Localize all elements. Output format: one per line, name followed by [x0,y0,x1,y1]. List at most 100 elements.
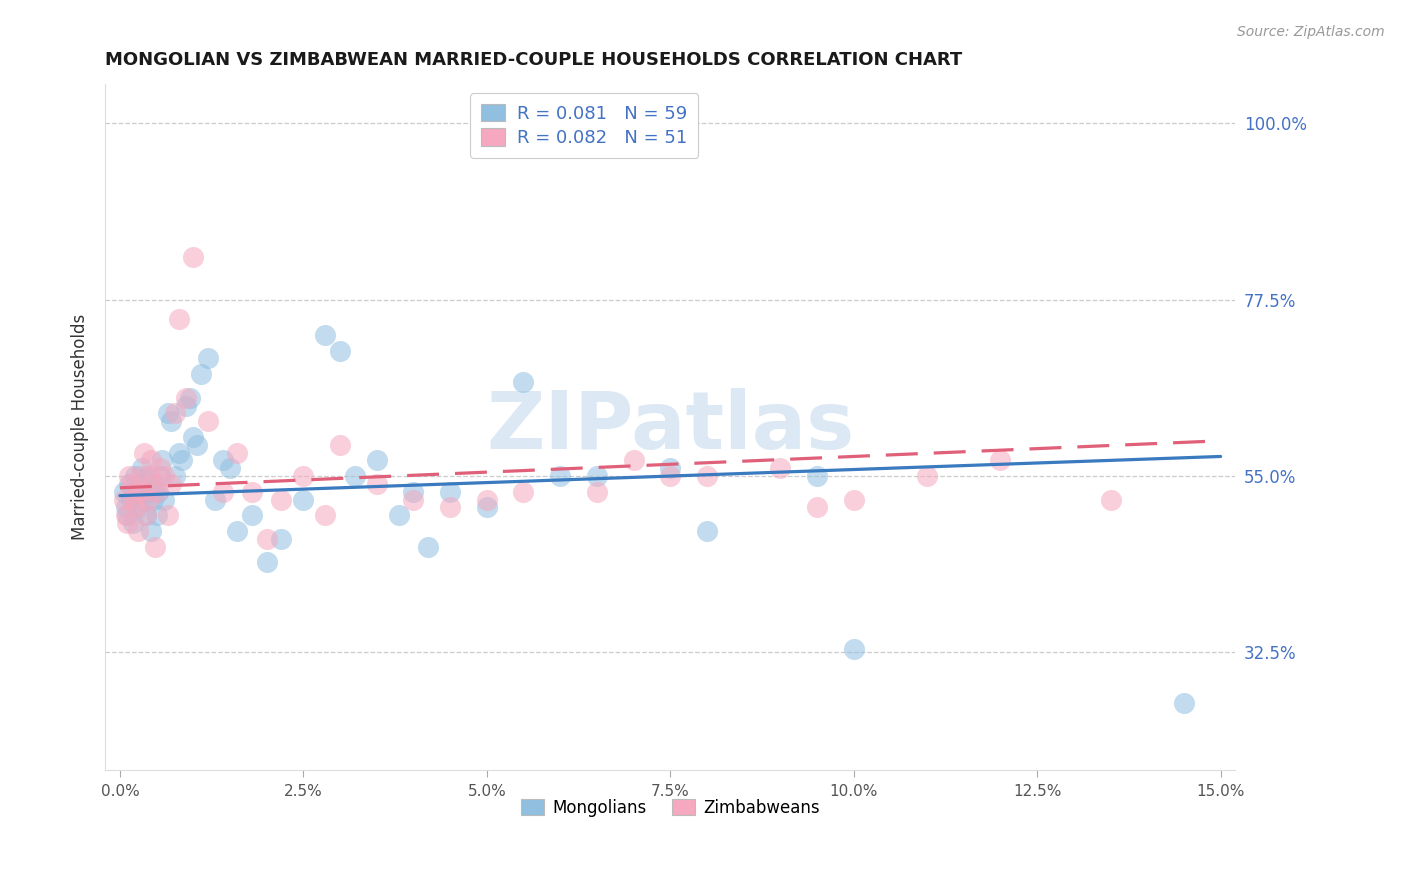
Point [659,469,682,483]
Point [842,641,865,656]
Point [112,492,135,507]
Point [181,430,204,444]
Point [292,492,315,507]
Point [174,399,197,413]
Point [132,445,155,459]
Point [256,555,278,569]
Point [115,516,138,530]
Point [623,453,645,467]
Point [129,469,152,483]
Point [163,406,186,420]
Text: Source: ZipAtlas.com: Source: ZipAtlas.com [1237,25,1385,39]
Point [145,484,167,499]
Point [118,469,141,483]
Point [548,469,571,483]
Point [160,476,183,491]
Point [149,469,172,483]
Point [142,476,165,491]
Point [842,492,865,507]
Point [659,461,682,475]
Point [475,492,498,507]
Point [240,508,263,523]
Point [131,461,153,475]
Point [114,500,136,515]
Point [226,524,249,538]
Point [174,391,197,405]
Point [439,500,461,515]
Point [115,508,138,523]
Point [1099,492,1122,507]
Point [586,469,609,483]
Point [163,469,186,483]
Point [172,453,194,467]
Point [186,438,208,452]
Point [179,391,201,405]
Point [132,492,155,507]
Point [138,484,160,499]
Point [127,500,149,515]
Point [915,469,938,483]
Point [219,461,242,475]
Point [314,508,336,523]
Point [211,484,233,499]
Point [769,461,792,475]
Point [270,532,292,546]
Point [141,524,163,538]
Point [226,445,249,459]
Point [112,484,135,499]
Point [167,312,190,326]
Legend: Mongolians, Zimbabweans: Mongolians, Zimbabweans [515,792,827,823]
Point [146,484,169,499]
Point [366,476,388,491]
Point [512,375,534,389]
Text: MONGOLIAN VS ZIMBABWEAN MARRIED-COUPLE HOUSEHOLDS CORRELATION CHART: MONGOLIAN VS ZIMBABWEAN MARRIED-COUPLE H… [105,51,963,69]
Point [124,469,146,483]
Point [806,469,828,483]
Point [153,469,176,483]
Point [167,445,190,459]
Point [143,540,166,554]
Point [138,469,160,483]
Point [329,438,352,452]
Point [156,508,179,523]
Point [696,524,718,538]
Point [197,351,219,366]
Point [135,508,157,523]
Point [136,469,159,483]
Point [586,484,609,499]
Point [114,508,136,523]
Point [143,476,166,491]
Point [181,250,204,264]
Point [402,484,425,499]
Point [402,492,425,507]
Point [156,406,179,420]
Point [806,500,828,515]
Point [416,540,439,554]
Point [149,461,172,475]
Point [129,476,152,491]
Point [142,492,165,507]
Point [292,469,315,483]
Point [145,508,167,523]
Point [204,492,226,507]
Point [118,476,141,491]
Point [135,508,157,523]
Point [270,492,292,507]
Point [512,484,534,499]
Point [152,453,174,467]
Point [136,492,159,507]
Point [211,453,233,467]
Point [366,453,388,467]
Point [439,484,461,499]
Point [122,516,145,530]
Point [696,469,718,483]
Point [240,484,263,499]
Point [124,500,146,515]
Point [125,484,148,499]
Point [141,453,163,467]
Point [314,328,336,343]
Point [197,414,219,428]
Point [990,453,1012,467]
Point [160,414,183,428]
Text: ZIPatlas: ZIPatlas [486,388,855,466]
